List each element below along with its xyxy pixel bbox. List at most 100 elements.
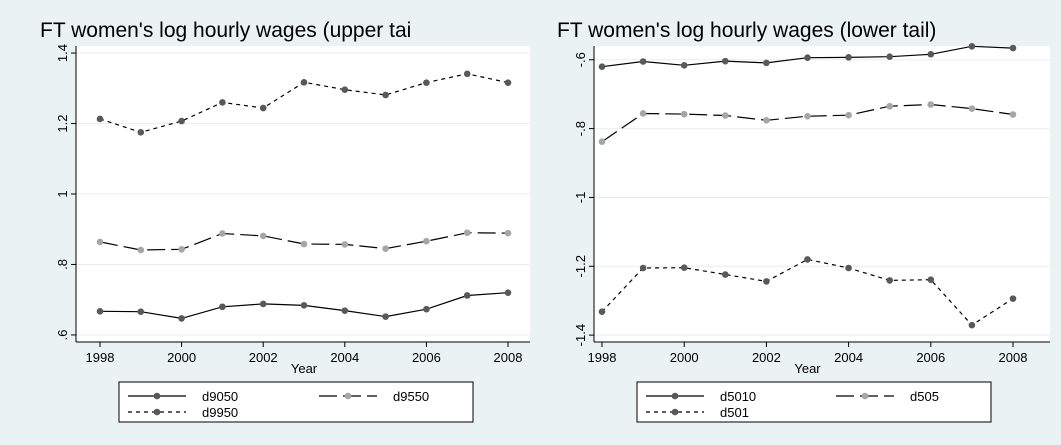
data-point-d9050 <box>300 302 308 309</box>
y-tick-label: 1.4 <box>55 44 70 62</box>
data-point-d505 <box>886 102 893 110</box>
series-line-d501 <box>601 258 1014 326</box>
data-point-d5010 <box>804 54 811 62</box>
data-point-d505 <box>598 138 606 145</box>
y-tick-label: .8 <box>55 259 70 270</box>
data-point-d505 <box>927 101 935 108</box>
x-axis-label: Year <box>291 361 318 376</box>
data-point-d9950 <box>341 86 349 93</box>
data-point-d5010 <box>639 58 647 65</box>
data-point-d9550 <box>259 232 267 240</box>
data-point-d9550 <box>504 229 512 237</box>
data-point-d501 <box>763 278 770 285</box>
data-point-d9950 <box>219 99 226 106</box>
data-point-d9950 <box>259 104 267 112</box>
legend-label: d9950 <box>202 405 238 420</box>
x-tick-label: 2008 <box>494 350 523 365</box>
data-point-d9550 <box>382 245 389 252</box>
data-point-d9950 <box>463 70 471 78</box>
data-point-d5010 <box>680 61 688 69</box>
data-point-d9550 <box>219 230 226 237</box>
data-point-d9550 <box>463 229 471 237</box>
data-point-d505 <box>680 110 688 118</box>
data-point-d505 <box>722 112 729 119</box>
data-point-d501 <box>722 271 729 278</box>
x-tick-label: 2002 <box>752 350 781 365</box>
legend-key-marker <box>861 392 869 400</box>
y-tick-label: -.8 <box>573 121 588 136</box>
y-tick-label: -.6 <box>573 52 588 67</box>
legend-key-marker <box>153 408 161 416</box>
x-tick-label: 2004 <box>834 350 863 365</box>
x-axis-label: Year <box>794 361 821 376</box>
y-tick-label: -1 <box>573 192 588 204</box>
x-tick-label: 2002 <box>249 350 278 365</box>
data-point-d9950 <box>137 129 145 136</box>
data-point-d5010 <box>722 57 729 65</box>
data-point-d9050 <box>341 307 349 314</box>
data-point-d5010 <box>598 63 606 70</box>
data-point-d9050 <box>504 289 512 296</box>
data-point-d5010 <box>845 54 852 61</box>
data-point-d501 <box>1009 295 1017 302</box>
data-point-d9550 <box>96 238 104 246</box>
data-point-d5010 <box>968 43 976 50</box>
lower-tail-chart: FT women's log hourly wages (lower tail)… <box>557 19 1050 423</box>
data-point-d9050 <box>137 308 145 315</box>
data-point-d9550 <box>137 246 145 254</box>
legend-box <box>636 381 992 423</box>
data-point-d5010 <box>927 50 935 58</box>
data-point-d9950 <box>423 79 430 86</box>
data-point-d5010 <box>886 53 893 60</box>
y-tick-label: -1.2 <box>573 255 588 277</box>
legend-box <box>118 381 474 423</box>
x-tick-label: 2004 <box>330 350 359 365</box>
data-point-d501 <box>845 264 852 272</box>
data-point-d9550 <box>178 246 185 253</box>
data-point-d9950 <box>178 117 185 125</box>
plot-area <box>594 46 1050 342</box>
y-tick-label: -1.4 <box>573 324 588 346</box>
data-point-d501 <box>886 277 893 284</box>
data-point-d5010 <box>1009 44 1017 52</box>
data-point-d501 <box>927 276 935 284</box>
data-point-d501 <box>598 308 606 316</box>
legend-label: d9050 <box>202 389 238 404</box>
y-tick-label: 1.2 <box>55 114 70 132</box>
legend-key-marker <box>671 408 679 416</box>
data-point-d9950 <box>504 79 512 86</box>
legend-label: d5010 <box>720 389 756 404</box>
data-point-d501 <box>804 256 811 263</box>
data-point-d505 <box>845 111 852 119</box>
data-point-d9550 <box>341 241 349 248</box>
x-tick-label: 2000 <box>670 350 699 365</box>
data-point-d9050 <box>382 313 389 320</box>
chart-title: FT women's log hourly wages (lower tail) <box>557 19 936 42</box>
data-point-d9950 <box>96 115 104 123</box>
data-point-d505 <box>804 112 811 120</box>
series-line-d505 <box>601 103 1014 143</box>
data-point-d9050 <box>259 300 267 308</box>
data-point-d501 <box>968 321 976 329</box>
chart-title: FT women's log hourly wages (upper tai <box>40 19 411 42</box>
x-tick-label: 2006 <box>412 350 441 365</box>
y-tick-label: .6 <box>55 330 70 341</box>
data-point-d505 <box>968 105 976 112</box>
data-point-d505 <box>763 117 770 124</box>
legend-label: d505 <box>910 389 939 404</box>
data-point-d505 <box>1009 111 1017 118</box>
x-tick-label: 2000 <box>167 350 196 365</box>
data-point-d9050 <box>178 315 185 322</box>
data-point-d9950 <box>300 78 308 86</box>
data-point-d9050 <box>423 305 430 313</box>
data-point-d9050 <box>219 303 226 311</box>
x-tick-label: 1998 <box>588 350 617 365</box>
data-point-d505 <box>639 110 647 117</box>
legend-key-marker <box>671 392 679 400</box>
x-tick-label: 2006 <box>916 350 945 365</box>
legend-label: d501 <box>720 405 749 420</box>
data-point-d5010 <box>763 59 770 67</box>
x-tick-label: 2008 <box>999 350 1028 365</box>
data-point-d9550 <box>423 237 430 245</box>
